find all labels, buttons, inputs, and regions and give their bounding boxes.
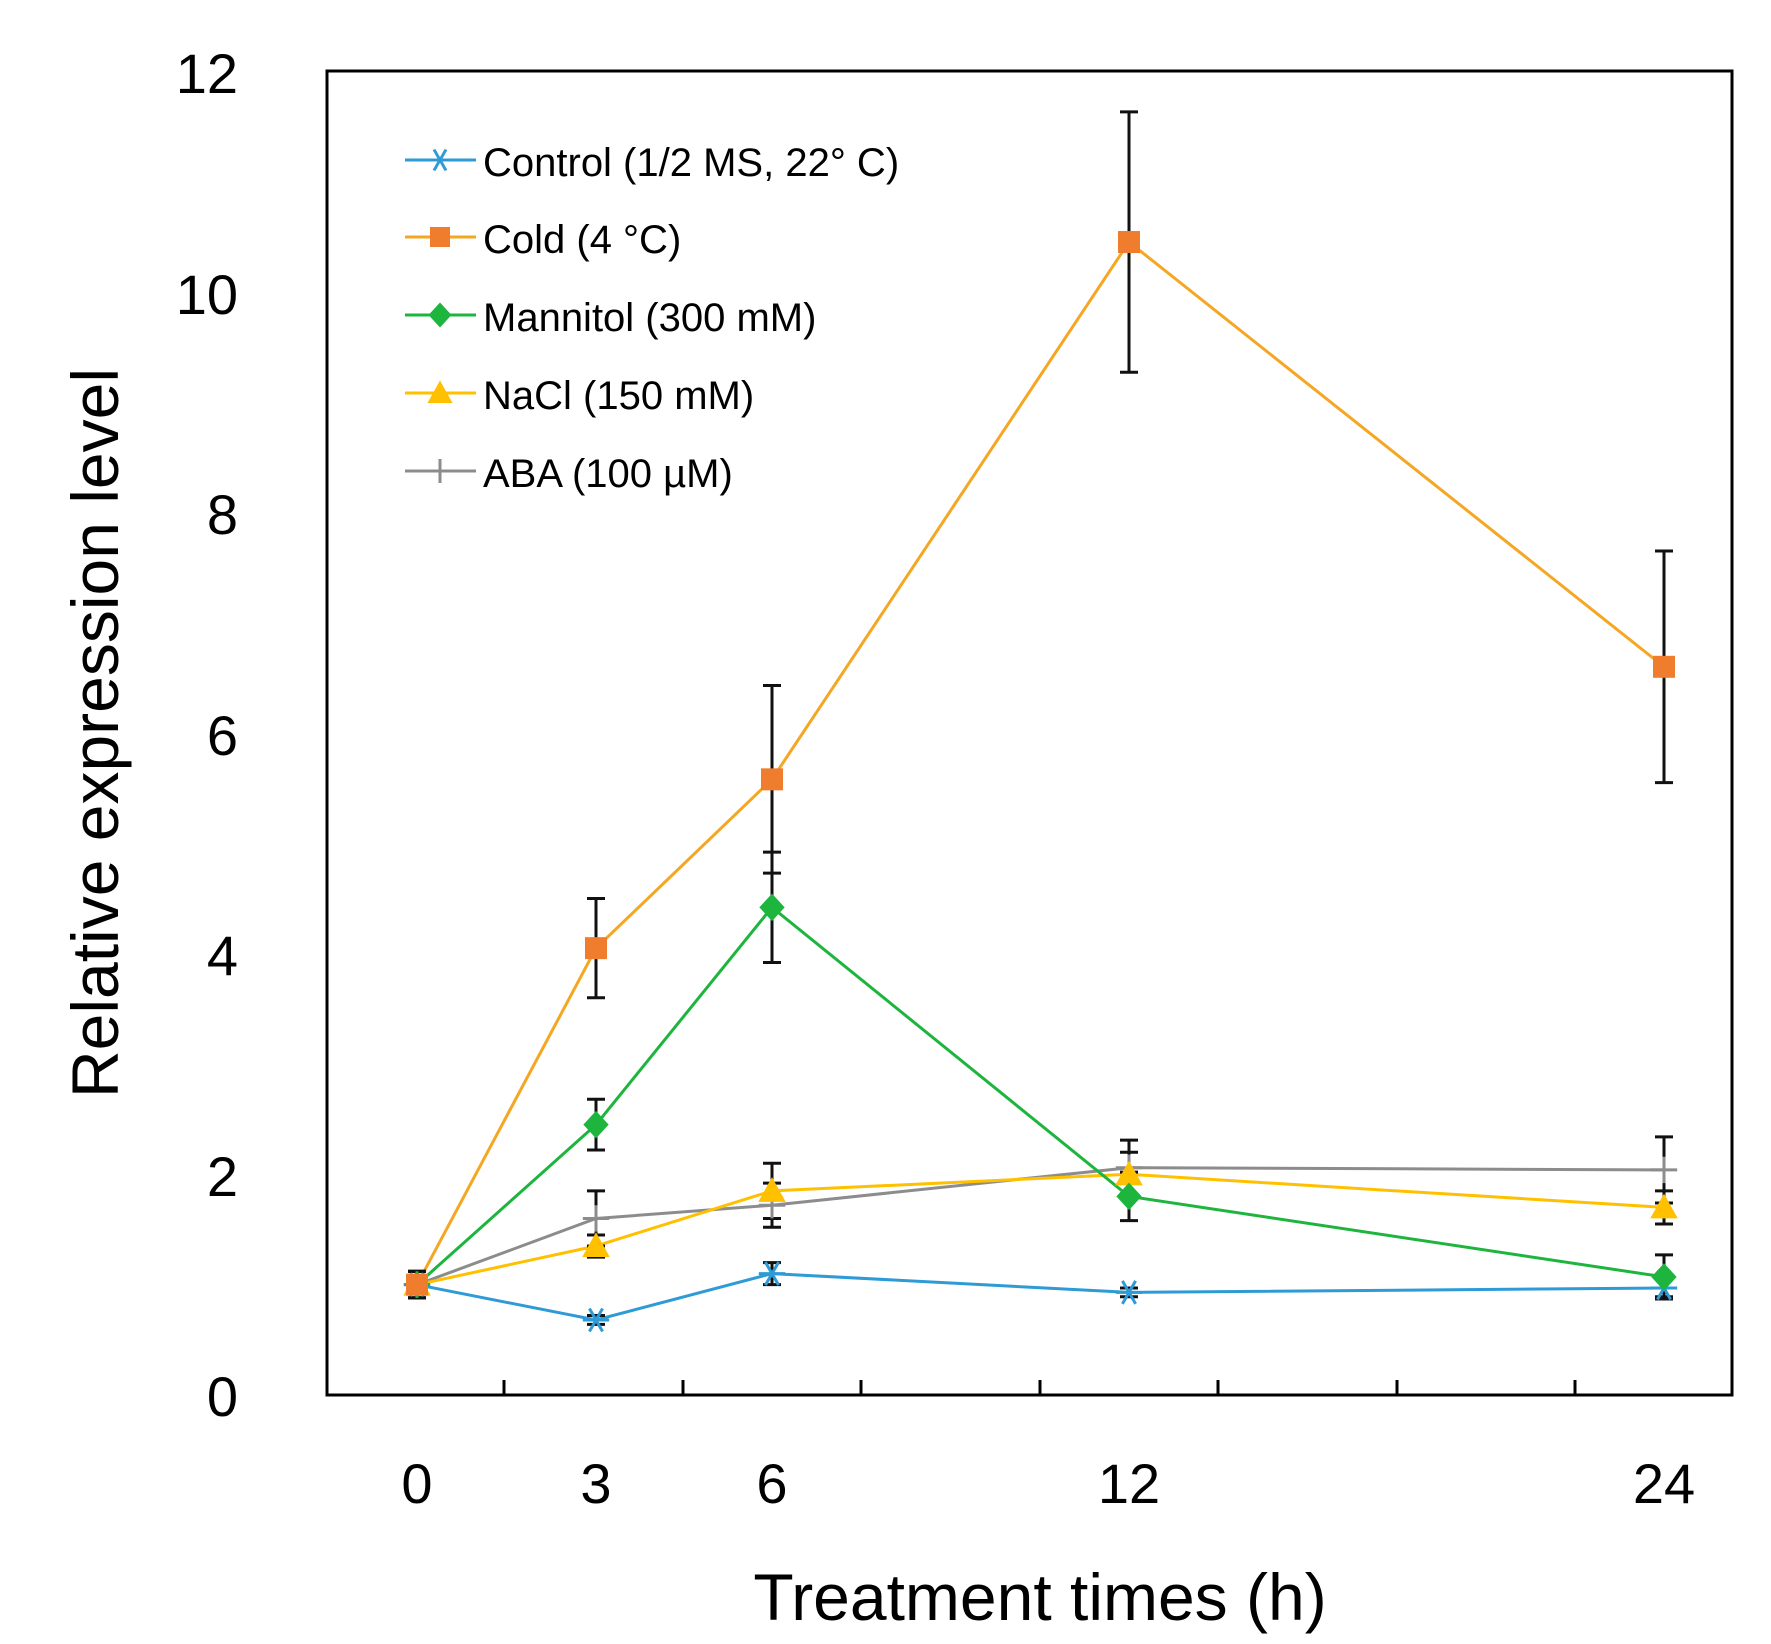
- point-nacl: [582, 1232, 610, 1258]
- legend-marker-nacl: [427, 380, 453, 403]
- point-cold: [585, 937, 607, 960]
- legend-label-aba: ABA (100 µM): [483, 452, 733, 496]
- point-control: [1115, 1280, 1143, 1305]
- x-tick-labels: 0 3 6 12 24: [401, 1452, 1695, 1515]
- x-tick-label: 3: [580, 1452, 611, 1515]
- point-mannitol: [759, 893, 785, 922]
- point-aba: [1650, 1156, 1678, 1184]
- point-control: [582, 1307, 610, 1333]
- point-control: [758, 1261, 786, 1286]
- x-tick-label: 12: [1098, 1452, 1160, 1515]
- point-mannitol: [583, 1110, 609, 1139]
- legend-label-mannitol: Mannitol (300 mM): [483, 296, 816, 340]
- y-tick-label: 6: [207, 704, 238, 767]
- y-tick-label: 0: [207, 1365, 238, 1428]
- x-tick-label: 0: [401, 1452, 432, 1515]
- legend-label-control: Control (1/2 MS, 22° C): [483, 141, 899, 185]
- legend-label-cold: Cold (4 °C): [483, 218, 681, 262]
- legend-marker-mannitol: [428, 302, 452, 328]
- point-mannitol: [1116, 1182, 1142, 1211]
- legend-symbols: [405, 148, 476, 483]
- legend-marker-cold: [430, 227, 450, 247]
- point-aba: [582, 1205, 610, 1232]
- y-axis-title: Relative expression level: [58, 368, 132, 1098]
- legend-label-nacl: NaCl (150 mM): [483, 374, 754, 418]
- y-tick-label: 10: [176, 263, 238, 326]
- point-cold: [1653, 655, 1675, 678]
- point-cold: [761, 768, 783, 791]
- point-mannitol: [1651, 1263, 1677, 1291]
- point-cold: [406, 1273, 428, 1296]
- y-tick-label: 2: [207, 1145, 238, 1208]
- y-tick-label: 12: [176, 42, 238, 105]
- point-nacl: [758, 1177, 786, 1202]
- x-axis-title: Treatment times (h): [753, 1560, 1326, 1634]
- point-nacl: [1650, 1193, 1678, 1219]
- legend-marker-control: [428, 148, 452, 172]
- y-tick-label: 4: [207, 924, 238, 987]
- x-tick-label: 6: [756, 1452, 787, 1515]
- legend: Control (1/2 MS, 22° C) Cold (4 °C) Mann…: [405, 141, 899, 496]
- x-tick-label: 24: [1633, 1452, 1695, 1515]
- y-tick-label: 8: [207, 483, 238, 546]
- point-cold: [1118, 231, 1140, 254]
- legend-marker-aba: [428, 459, 452, 483]
- plot-frame: [325, 69, 1734, 1397]
- point-nacl: [1115, 1160, 1143, 1186]
- x-axis-ticks: [502, 1380, 1577, 1395]
- y-tick-labels: 0 2 4 6 8 10 12: [176, 42, 238, 1428]
- data-markers: [403, 231, 1678, 1333]
